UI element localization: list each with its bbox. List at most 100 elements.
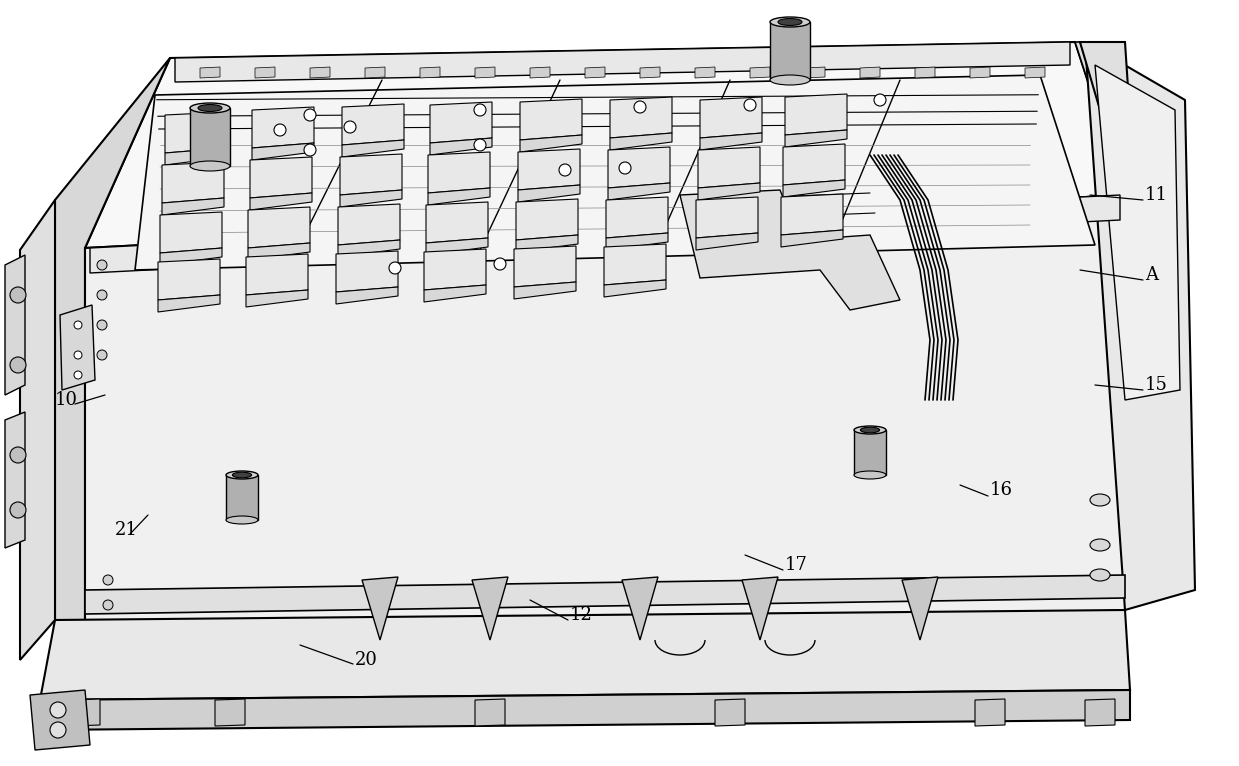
- Polygon shape: [366, 67, 385, 78]
- Polygon shape: [1025, 67, 1044, 78]
- Polygon shape: [1095, 65, 1180, 400]
- Polygon shape: [336, 287, 398, 304]
- Circle shape: [304, 144, 316, 156]
- Polygon shape: [515, 235, 579, 252]
- Polygon shape: [698, 147, 760, 188]
- Polygon shape: [518, 149, 580, 190]
- Circle shape: [97, 350, 107, 360]
- Polygon shape: [530, 67, 550, 78]
- Polygon shape: [426, 202, 488, 243]
- Text: A: A: [1145, 266, 1158, 284]
- Polygon shape: [175, 42, 1070, 82]
- Polygon shape: [424, 285, 486, 302]
- Text: 20: 20: [356, 651, 378, 669]
- Polygon shape: [750, 67, 769, 78]
- Circle shape: [74, 371, 82, 379]
- Circle shape: [10, 287, 26, 303]
- Circle shape: [274, 124, 286, 136]
- Polygon shape: [430, 138, 492, 155]
- Polygon shape: [518, 185, 580, 202]
- Polygon shape: [1085, 699, 1115, 726]
- Text: 11: 11: [1145, 186, 1168, 204]
- Circle shape: [475, 104, 486, 116]
- Polygon shape: [55, 58, 170, 655]
- Polygon shape: [698, 183, 760, 200]
- Ellipse shape: [854, 426, 886, 434]
- Polygon shape: [781, 194, 843, 235]
- Polygon shape: [5, 412, 25, 548]
- Polygon shape: [854, 430, 886, 475]
- Polygon shape: [805, 67, 825, 78]
- Circle shape: [389, 262, 401, 274]
- Circle shape: [103, 575, 113, 585]
- Ellipse shape: [1090, 569, 1110, 581]
- Polygon shape: [165, 148, 227, 165]
- Polygon shape: [514, 282, 576, 299]
- Circle shape: [10, 357, 26, 373]
- Polygon shape: [475, 67, 496, 78]
- Polygon shape: [520, 135, 582, 152]
- Circle shape: [743, 99, 756, 111]
- Text: 16: 16: [990, 481, 1014, 499]
- Polygon shape: [520, 99, 582, 140]
- Polygon shape: [159, 259, 221, 300]
- Polygon shape: [85, 42, 1125, 248]
- Circle shape: [620, 162, 631, 174]
- Polygon shape: [85, 195, 1125, 655]
- Polygon shape: [975, 699, 1005, 726]
- Ellipse shape: [854, 471, 886, 479]
- Circle shape: [304, 109, 316, 121]
- Polygon shape: [5, 255, 25, 395]
- Polygon shape: [165, 112, 227, 153]
- Polygon shape: [680, 190, 900, 310]
- Ellipse shape: [190, 161, 230, 171]
- Polygon shape: [362, 577, 398, 640]
- Text: 15: 15: [1145, 376, 1168, 394]
- Polygon shape: [769, 22, 810, 80]
- Polygon shape: [339, 190, 401, 207]
- Polygon shape: [696, 233, 758, 250]
- Polygon shape: [603, 244, 667, 285]
- Polygon shape: [40, 610, 1130, 700]
- Circle shape: [74, 321, 82, 329]
- Polygon shape: [608, 147, 670, 188]
- Circle shape: [10, 447, 26, 463]
- Polygon shape: [159, 295, 221, 312]
- Polygon shape: [783, 180, 845, 197]
- Polygon shape: [40, 690, 1130, 730]
- Polygon shape: [641, 67, 660, 78]
- Polygon shape: [339, 154, 401, 195]
- Polygon shape: [696, 197, 758, 238]
- Polygon shape: [860, 67, 880, 78]
- Polygon shape: [1080, 42, 1135, 195]
- Ellipse shape: [860, 427, 880, 433]
- Circle shape: [494, 258, 506, 270]
- Polygon shape: [786, 94, 847, 135]
- Polygon shape: [255, 67, 275, 78]
- Polygon shape: [160, 248, 222, 265]
- Polygon shape: [585, 67, 605, 78]
- Circle shape: [97, 290, 107, 300]
- Polygon shape: [420, 67, 440, 78]
- Polygon shape: [59, 305, 95, 390]
- Polygon shape: [742, 577, 778, 640]
- Circle shape: [74, 351, 82, 359]
- Polygon shape: [190, 108, 230, 166]
- Text: 21: 21: [115, 521, 138, 539]
- Circle shape: [475, 139, 486, 151]
- Polygon shape: [336, 251, 398, 292]
- Polygon shape: [250, 193, 312, 210]
- Circle shape: [97, 320, 107, 330]
- Ellipse shape: [769, 75, 810, 85]
- Text: 10: 10: [55, 391, 78, 409]
- Polygon shape: [606, 197, 668, 238]
- Polygon shape: [216, 699, 245, 726]
- Polygon shape: [427, 152, 489, 193]
- Polygon shape: [1075, 42, 1130, 195]
- Polygon shape: [783, 144, 845, 185]
- Polygon shape: [338, 240, 400, 257]
- Polygon shape: [514, 246, 576, 287]
- Circle shape: [50, 702, 66, 718]
- Polygon shape: [252, 143, 313, 160]
- Polygon shape: [610, 133, 672, 150]
